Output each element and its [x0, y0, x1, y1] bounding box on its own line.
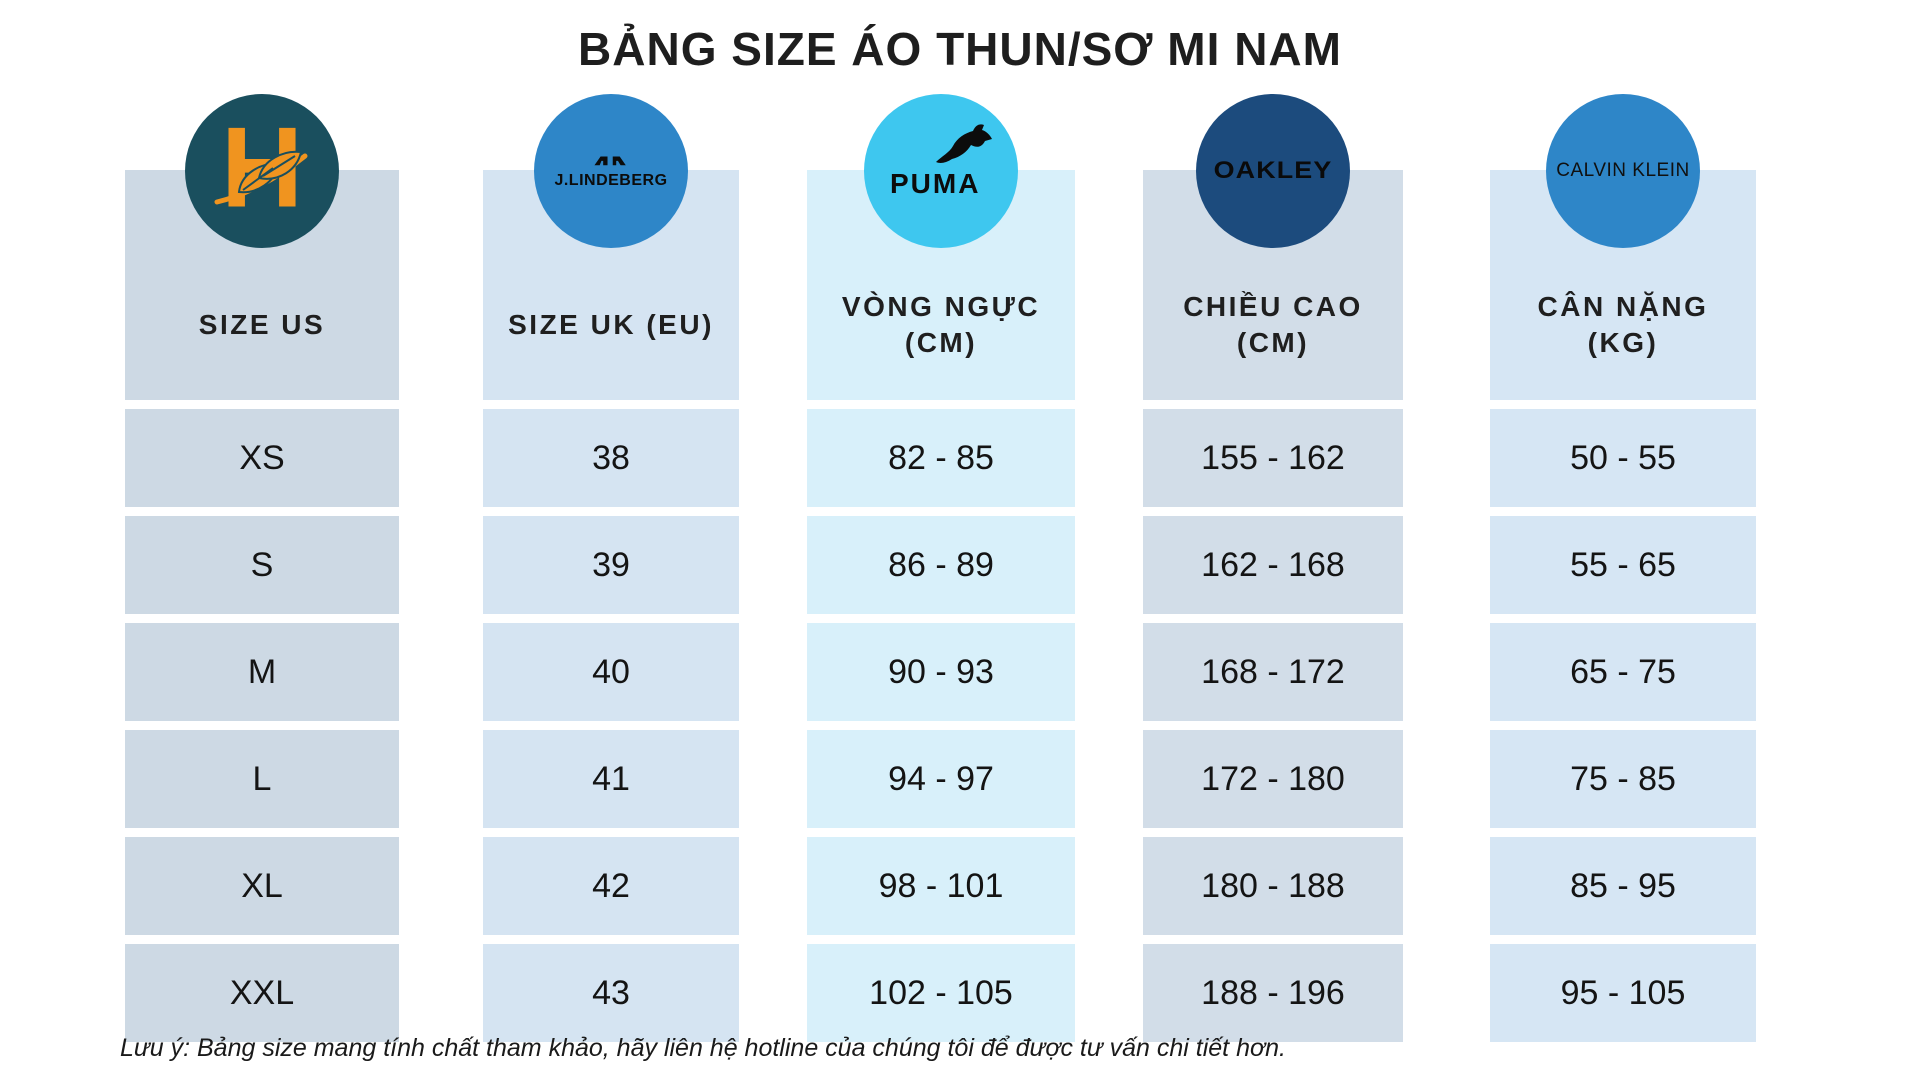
table-cell: XL — [125, 837, 399, 935]
footer-note: Lưu ý: Bảng size mang tính chất tham khả… — [120, 1034, 1286, 1062]
table-cell: M — [125, 623, 399, 721]
header-line: CHIỀU CAO — [1183, 290, 1363, 322]
table-cell: 85 - 95 — [1490, 837, 1756, 935]
header-line: (CM) — [1236, 327, 1310, 358]
page-title: BẢNG SIZE ÁO THUN/SƠ MI NAM — [578, 23, 1342, 75]
table-cell: XS — [125, 409, 399, 507]
table-cell: 188 - 196 — [1143, 944, 1403, 1042]
column-height: OAKLEY CHIỀU CAO (CM) 155 - 162 162 - 16… — [1143, 94, 1403, 1042]
header-line: VÒNG NGỰC — [841, 290, 1041, 322]
j-lindeberg-brand-logo: J.LINDEBERG — [534, 94, 688, 248]
table-cell: 75 - 85 — [1490, 730, 1756, 828]
puma-cat-icon — [936, 124, 992, 163]
table-cell: 40 — [483, 623, 739, 721]
table-cell: 55 - 65 — [1490, 516, 1756, 614]
calvin-klein-wordmark: CALVIN KLEIN — [1556, 160, 1690, 181]
oakley-wordmark: OAKLEY — [1213, 157, 1333, 184]
table-cell: 95 - 105 — [1490, 944, 1756, 1042]
table-cell: 102 - 105 — [807, 944, 1075, 1042]
column-size-us: H SIZE US XS S M L XL XXL — [125, 94, 399, 1042]
table-cell: 50 - 55 — [1490, 409, 1756, 507]
table-cell: 39 — [483, 516, 739, 614]
puma-brand-logo: PUMA — [864, 94, 1018, 248]
jl-logo-stack: J.LINDEBERG — [554, 153, 667, 190]
header-line: (CM) — [904, 327, 978, 358]
column-header-weight: CÂN NẶNG (KG) — [1490, 170, 1756, 400]
table-cell: 82 - 85 — [807, 409, 1075, 507]
header-line: SIZE US — [198, 308, 326, 340]
table-cell: 172 - 180 — [1143, 730, 1403, 828]
table-cell: 94 - 97 — [807, 730, 1075, 828]
table-cell: L — [125, 730, 399, 828]
column-weight: CALVIN KLEIN CÂN NẶNG (KG) 50 - 55 55 - … — [1490, 94, 1756, 1042]
calvin-klein-brand-logo: CALVIN KLEIN — [1546, 94, 1700, 248]
wheat-leaf-icon — [214, 150, 308, 205]
table-cell: 155 - 162 — [1143, 409, 1403, 507]
h-leaf-brand-logo: H — [185, 94, 339, 248]
table-cell: 90 - 93 — [807, 623, 1075, 721]
table-cell: XXL — [125, 944, 399, 1042]
jl-bridge-icon — [594, 156, 626, 165]
header-line: SIZE UK (EU) — [508, 308, 714, 340]
header-line: (KG) — [1587, 327, 1659, 358]
table-cell: 86 - 89 — [807, 516, 1075, 614]
header-line: CÂN NẶNG — [1537, 290, 1709, 322]
table-cell: 43 — [483, 944, 739, 1042]
table-cell: 65 - 75 — [1490, 623, 1756, 721]
oakley-brand-logo: OAKLEY — [1196, 94, 1350, 248]
table-cell: 42 — [483, 837, 739, 935]
jl-wordmark: J.LINDEBERG — [554, 171, 668, 189]
table-cell: 98 - 101 — [807, 837, 1075, 935]
column-size-uk-eu: J.LINDEBERG SIZE UK (EU) 38 39 40 41 42 … — [483, 94, 739, 1042]
column-chest: PUMA VÒNG NGỰC (CM) 82 - 85 86 - 89 90 -… — [807, 94, 1075, 1042]
table-cell: S — [125, 516, 399, 614]
table-cell: 168 - 172 — [1143, 623, 1403, 721]
table-cell: 180 - 188 — [1143, 837, 1403, 935]
puma-wordmark: PUMA — [890, 168, 981, 199]
table-cell: 38 — [483, 409, 739, 507]
table-cell: 41 — [483, 730, 739, 828]
table-cell: 162 - 168 — [1143, 516, 1403, 614]
